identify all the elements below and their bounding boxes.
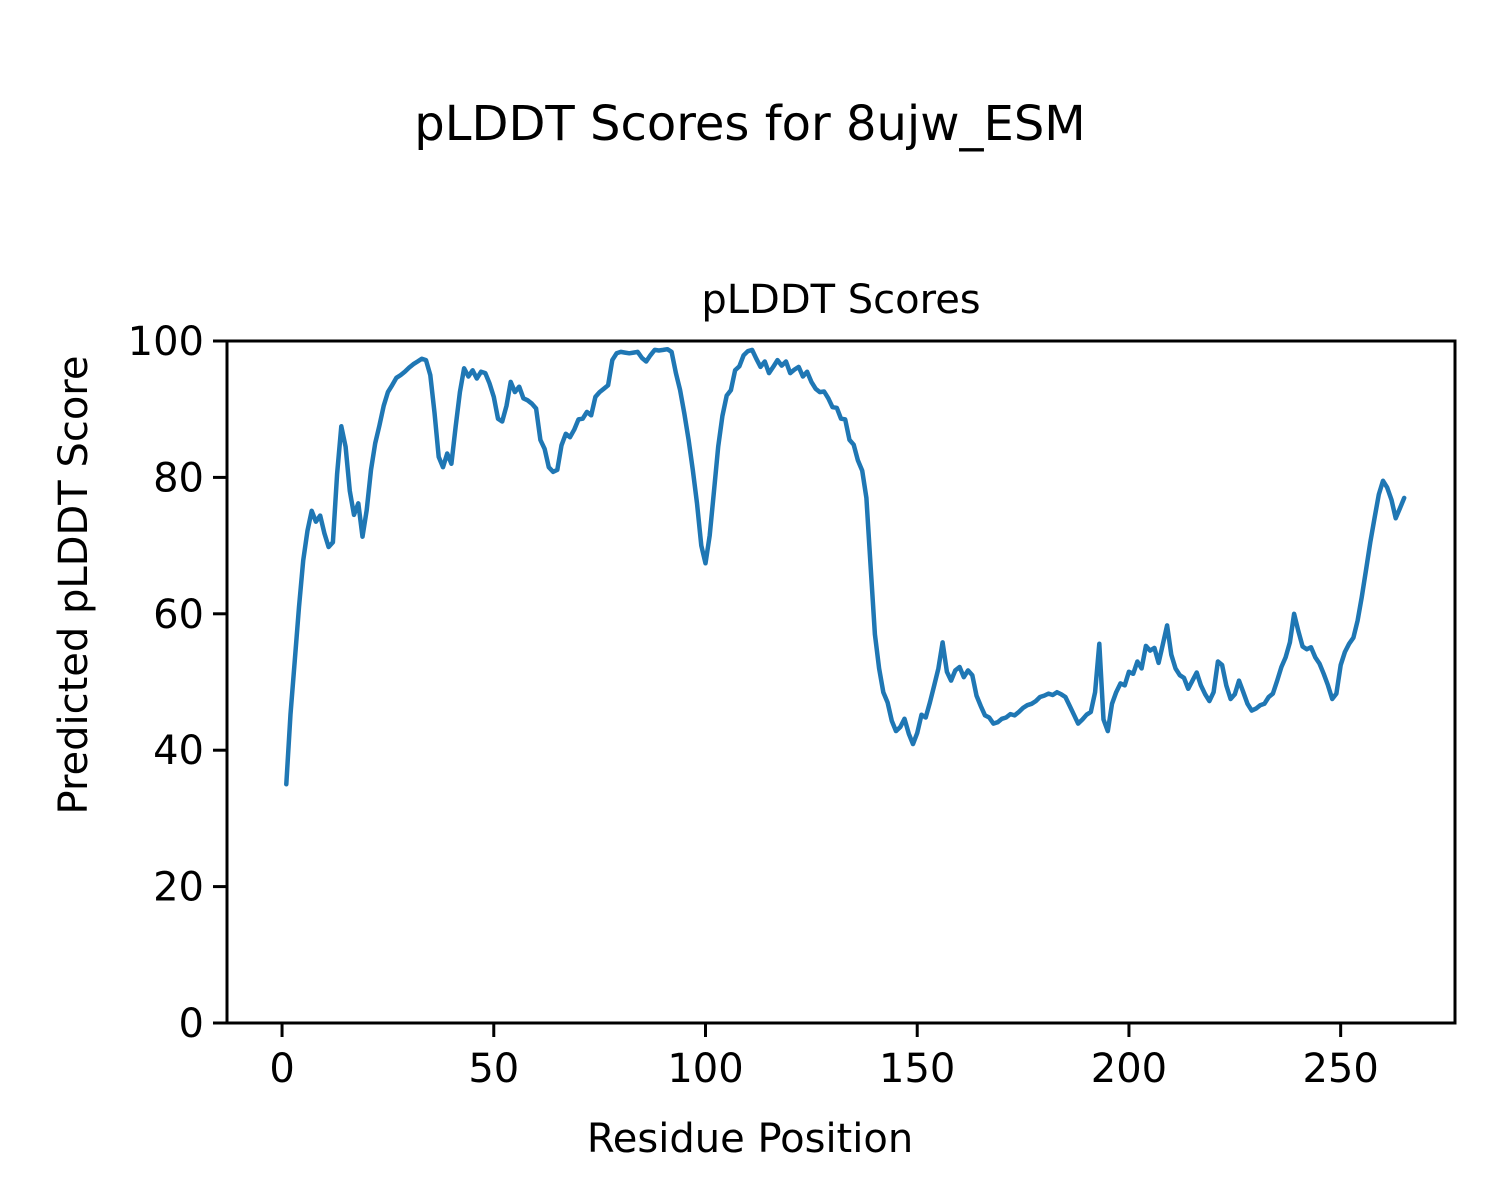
plddt-line <box>284 346 1407 787</box>
x-tick-label: 0 <box>269 1046 294 1092</box>
y-tick-label: 60 <box>153 592 204 638</box>
figure-suptitle: pLDDT Scores for 8ujw_ESM <box>414 96 1085 152</box>
y-tick-label: 100 <box>128 319 204 365</box>
x-tick-label: 250 <box>1302 1046 1378 1092</box>
y-tick-label: 0 <box>179 1001 204 1047</box>
line-layer <box>284 346 1407 787</box>
x-axis-label: Residue Position <box>587 1116 913 1162</box>
axes-layer: 0 50 100 150 200 250 0 20 40 60 80 100 <box>128 319 1457 1092</box>
x-tick-label: 200 <box>1091 1046 1167 1092</box>
y-tick-label: 40 <box>153 728 204 774</box>
x-tick-label: 50 <box>468 1046 519 1092</box>
y-tick-label: 20 <box>153 865 204 911</box>
y-axis-label: Predicted pLDDT Score <box>51 356 97 815</box>
x-tick-label: 100 <box>667 1046 743 1092</box>
axes-title: pLDDT Scores <box>701 277 980 323</box>
plot-area-border <box>225 339 1457 1025</box>
x-tick-label: 150 <box>879 1046 955 1092</box>
y-tick-label: 80 <box>153 455 204 501</box>
